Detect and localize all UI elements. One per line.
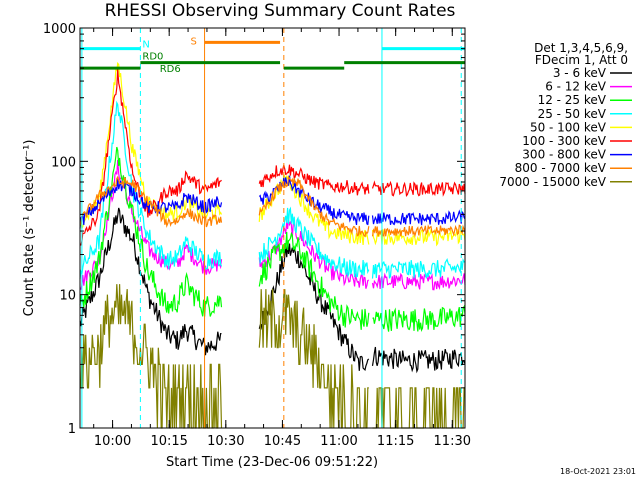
rd0-band-label: RD0 [142,52,163,63]
x-tick-label-5: 11:15 [377,434,414,449]
y-tick-label-2: 100 [51,155,76,170]
legend-label-6: 300 - 800 keV [522,148,606,162]
series-line-1 [80,160,466,291]
x-tick-label-3: 10:45 [264,434,301,449]
series-line-0 [79,207,466,374]
x-tick-label-6: 11:30 [434,434,471,449]
plot-frame [79,27,466,429]
legend-header-0: Det 1,3,4,5,6,9, [534,41,628,55]
y-tick-label-3: 1000 [43,22,76,37]
n-band-label: N [142,40,149,51]
legend-label-1: 6 - 12 keV [545,80,607,94]
series-line-7 [79,175,466,238]
legend-label-2: 12 - 25 keV [538,93,607,107]
x-tick-label-2: 10:30 [207,434,244,449]
x-tick-label-4: 11:00 [320,434,357,449]
y-tick-label-1: 10 [59,289,76,304]
s-band-label: S [191,36,197,47]
rd6-band-label: RD6 [160,64,181,75]
legend-label-0: 3 - 6 keV [553,66,607,80]
series-line-8 [80,284,465,429]
legend-label-8: 7000 - 15000 keV [499,175,606,189]
chart-title: RHESSI Observing Summary Count Rates [105,1,456,21]
series-line-5 [79,69,466,246]
y-tick-label-0: 1 [68,422,76,437]
legend-label-7: 800 - 7000 keV [515,161,607,175]
legend-label-5: 100 - 300 keV [522,134,606,148]
series-line-2 [79,146,466,333]
x-tick-label-0: 10:00 [94,434,131,449]
legend-label-4: 50 - 100 keV [530,120,607,134]
legend-label-3: 25 - 50 keV [538,107,607,121]
footer-date: 18-Oct-2021 23:01 [560,467,636,476]
x-axis-label: Start Time (23-Dec-06 09:51:22) [166,455,378,470]
y-axis-label: Count Rate (s⁻¹ detector⁻¹) [22,140,37,317]
x-tick-label-1: 10:15 [150,434,187,449]
legend-header-1: FDecim 1, Att 0 [535,53,628,67]
